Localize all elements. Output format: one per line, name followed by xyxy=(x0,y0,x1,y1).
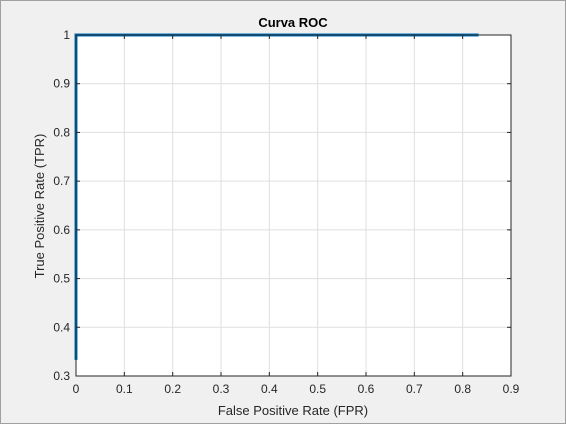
x-tick-label: 0.4 xyxy=(261,382,278,396)
y-tick-label: 1 xyxy=(63,28,70,42)
y-axis-label: True Positive Rate (TPR) xyxy=(32,134,47,279)
x-tick-label: 0.2 xyxy=(164,382,181,396)
x-tick-label: 0.5 xyxy=(309,382,326,396)
x-tick-label: 0.7 xyxy=(406,382,423,396)
x-tick-label: 0.3 xyxy=(213,382,230,396)
x-tick-label: 0.8 xyxy=(454,382,471,396)
y-tick-label: 0.7 xyxy=(53,174,70,188)
y-tick-label: 0.3 xyxy=(53,369,70,383)
x-tick-label: 0.9 xyxy=(503,382,520,396)
x-tick-label: 0.1 xyxy=(116,382,133,396)
y-tick-labels: 0.3 0.4 0.5 0.6 0.7 0.8 0.9 1 xyxy=(53,28,70,383)
y-tick-label: 0.4 xyxy=(53,320,70,334)
plot-frame xyxy=(75,34,512,377)
y-tick-label: 0.8 xyxy=(53,125,70,139)
x-tick-label: 0.6 xyxy=(358,382,375,396)
plot-area xyxy=(76,35,511,376)
y-tick-label: 0.9 xyxy=(53,77,70,91)
x-tick-labels: 0 0.1 0.2 0.3 0.4 0.5 0.6 0.7 0.8 0.9 xyxy=(73,382,520,396)
y-tick-label: 0.6 xyxy=(53,223,70,237)
chart-title: Curva ROC xyxy=(258,15,328,30)
x-axis-label: False Positive Rate (FPR) xyxy=(218,403,368,418)
x-tick-label: 0 xyxy=(73,382,80,396)
y-tick-label: 0.5 xyxy=(53,272,70,286)
axis-ticks xyxy=(75,34,512,377)
